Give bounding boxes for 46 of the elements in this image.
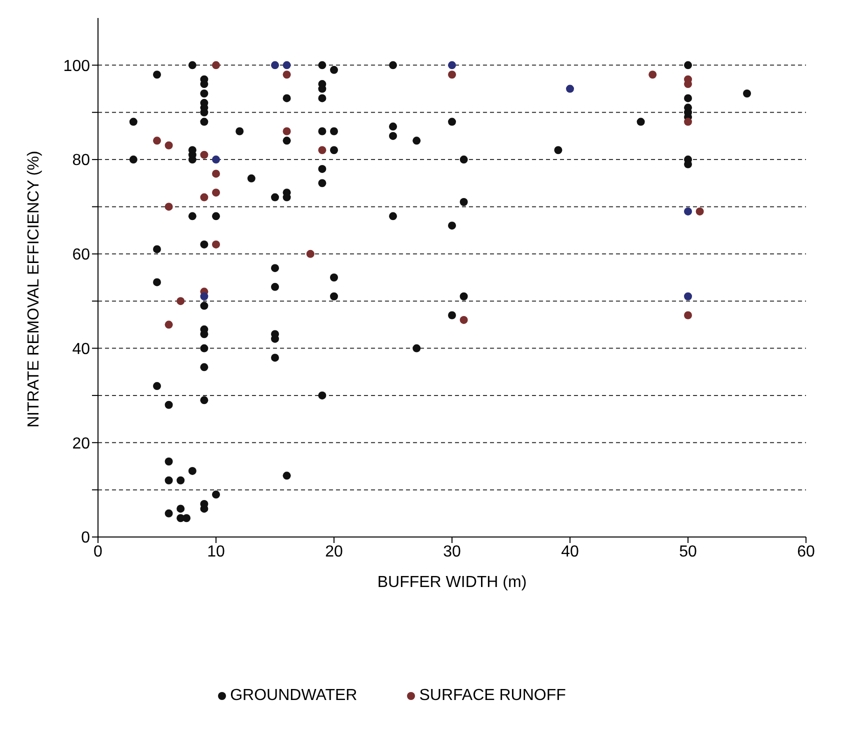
point xyxy=(696,207,704,216)
legend-label: GROUNDWATER xyxy=(230,687,358,704)
point xyxy=(684,292,692,300)
x-tick-label: 20 xyxy=(325,543,343,560)
x-axis-title: BUFFER WIDTH (m) xyxy=(377,574,527,591)
x-tick-label: 30 xyxy=(443,543,461,560)
x-tick-label: 40 xyxy=(561,543,579,560)
x-tick-label: 0 xyxy=(94,543,103,560)
point xyxy=(448,70,456,79)
point xyxy=(212,170,220,178)
point xyxy=(684,207,692,216)
point xyxy=(448,61,456,70)
point xyxy=(212,61,220,70)
y-axis-title: NITRATE REMOVAL EFFICIENCY (%) xyxy=(26,150,43,428)
x-tick-label: 10 xyxy=(207,543,225,560)
point xyxy=(212,188,220,197)
point xyxy=(306,250,314,258)
point xyxy=(282,127,291,136)
point xyxy=(212,240,220,248)
point xyxy=(318,146,326,154)
point xyxy=(200,193,208,202)
point xyxy=(460,316,468,324)
point xyxy=(282,61,291,70)
y-tick-label: 60 xyxy=(72,246,90,264)
point xyxy=(164,320,173,329)
point xyxy=(684,118,692,126)
point xyxy=(212,156,220,164)
point xyxy=(282,70,291,79)
point xyxy=(684,311,692,320)
point xyxy=(164,202,173,211)
point xyxy=(648,70,657,79)
point xyxy=(200,150,208,159)
x-tick-label: 50 xyxy=(679,543,697,560)
y-tick-label: 0 xyxy=(81,530,90,547)
point xyxy=(200,292,208,300)
point xyxy=(566,84,574,93)
y-tick-label: 20 xyxy=(72,435,90,452)
y-tick-label: 80 xyxy=(72,152,90,170)
point xyxy=(153,136,161,145)
point xyxy=(271,61,279,70)
point xyxy=(164,141,173,150)
legend-label: SURFACE RUNOFF xyxy=(419,687,566,704)
x-tick-label: 60 xyxy=(797,543,815,560)
point xyxy=(176,297,185,306)
y-tick-label: 40 xyxy=(72,340,90,358)
y-tick-label: 100 xyxy=(63,58,90,75)
